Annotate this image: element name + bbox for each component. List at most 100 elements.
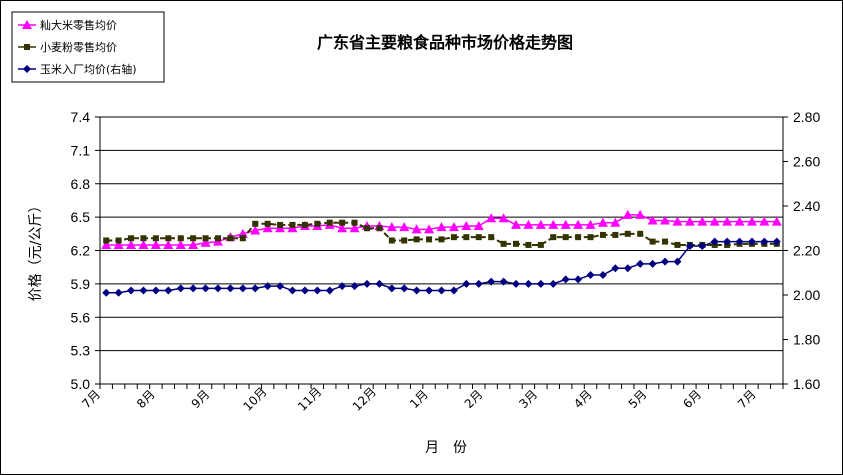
data-point — [276, 282, 285, 291]
data-point — [513, 240, 520, 247]
data-point — [672, 216, 683, 226]
data-point — [635, 209, 646, 219]
right-tick-label: 2.80 — [793, 109, 820, 125]
data-point — [462, 279, 471, 288]
data-point — [499, 277, 508, 286]
data-point — [177, 235, 184, 242]
data-point — [500, 240, 507, 247]
data-point — [771, 216, 782, 226]
data-point — [386, 222, 397, 232]
data-point — [337, 223, 348, 233]
data-point — [512, 279, 521, 288]
data-point — [624, 230, 631, 237]
data-point — [735, 237, 744, 246]
data-point — [636, 259, 645, 268]
data-point — [239, 235, 246, 242]
data-point — [448, 222, 459, 232]
x-tick-label: 4月 — [571, 387, 595, 411]
data-point — [660, 215, 671, 225]
data-point — [473, 221, 484, 231]
data-point — [548, 219, 559, 229]
data-point — [723, 237, 732, 246]
left-tick-label: 5.9 — [71, 276, 91, 292]
data-point — [536, 279, 545, 288]
x-tick-label: 12月 — [350, 385, 379, 414]
data-point — [201, 284, 210, 293]
data-point — [525, 241, 532, 248]
data-point — [424, 224, 435, 234]
data-point — [114, 288, 123, 297]
left-tick-label: 6.8 — [71, 176, 91, 192]
data-point — [164, 286, 173, 295]
left-tick-label: 6.5 — [71, 209, 91, 225]
data-point — [746, 216, 757, 226]
data-point — [339, 219, 346, 226]
data-point — [488, 234, 495, 241]
right-tick-label: 2.40 — [793, 198, 820, 214]
data-point — [623, 264, 632, 273]
right-tick-label: 2.00 — [793, 287, 820, 303]
x-tick-label: 1月 — [407, 387, 431, 411]
data-point — [486, 213, 497, 223]
data-point — [338, 282, 347, 291]
data-point — [313, 286, 322, 295]
data-point — [674, 241, 681, 248]
data-point — [326, 219, 333, 226]
data-point — [362, 279, 371, 288]
data-point — [710, 237, 719, 246]
data-point — [113, 239, 124, 249]
data-point — [262, 223, 273, 233]
data-point — [277, 221, 284, 228]
data-point — [375, 279, 384, 288]
data-point — [734, 216, 745, 226]
data-point — [535, 219, 546, 229]
data-point — [461, 221, 472, 231]
data-point — [264, 220, 271, 227]
data-point — [263, 282, 272, 291]
data-point — [637, 230, 644, 237]
left-tick-label: 7.4 — [71, 109, 91, 125]
data-point — [599, 231, 606, 238]
data-point — [188, 239, 199, 249]
data-point — [661, 257, 670, 266]
data-point — [413, 236, 420, 243]
data-point — [438, 236, 445, 243]
data-point — [252, 220, 259, 227]
data-point — [684, 216, 695, 226]
grid-lines — [100, 116, 783, 352]
data-point — [163, 239, 174, 249]
data-point — [301, 221, 308, 228]
chart-title: 广东省主要粮食品种市场价格走势图 — [317, 33, 573, 52]
data-point — [214, 235, 221, 242]
x-tick-label: 8月 — [134, 387, 158, 411]
data-point — [151, 286, 160, 295]
data-point — [474, 279, 483, 288]
data-point — [487, 277, 496, 286]
legend-marker — [22, 20, 32, 29]
series-2 — [102, 237, 781, 297]
right-tick-label: 2.60 — [793, 154, 820, 170]
x-tick-label: 5月 — [626, 387, 650, 411]
data-point — [350, 282, 359, 291]
data-point — [573, 219, 584, 229]
data-point — [300, 286, 309, 295]
x-axis-ticks: 7月 8月 9月 10月 11月 12月 1月 2月 3月 4月 5月 6月 7月 — [79, 384, 784, 414]
right-tick-label: 1.60 — [793, 376, 820, 392]
data-point — [288, 286, 297, 295]
left-tick-label: 7.1 — [71, 142, 91, 158]
data-point — [226, 284, 235, 293]
data-point — [722, 216, 733, 226]
data-point — [697, 216, 708, 226]
data-point — [138, 239, 149, 249]
data-point — [140, 235, 147, 242]
data-point — [388, 237, 395, 244]
data-point — [103, 237, 110, 244]
data-point — [399, 222, 410, 232]
data-point — [426, 236, 433, 243]
data-point — [387, 284, 396, 293]
data-point — [412, 286, 421, 295]
x-tick-label: 3月 — [516, 387, 540, 411]
legend-label: 小麦粉零售均价 — [40, 40, 117, 54]
right-tick-label: 2.20 — [793, 243, 820, 259]
left-tick-label: 5.3 — [71, 343, 91, 359]
